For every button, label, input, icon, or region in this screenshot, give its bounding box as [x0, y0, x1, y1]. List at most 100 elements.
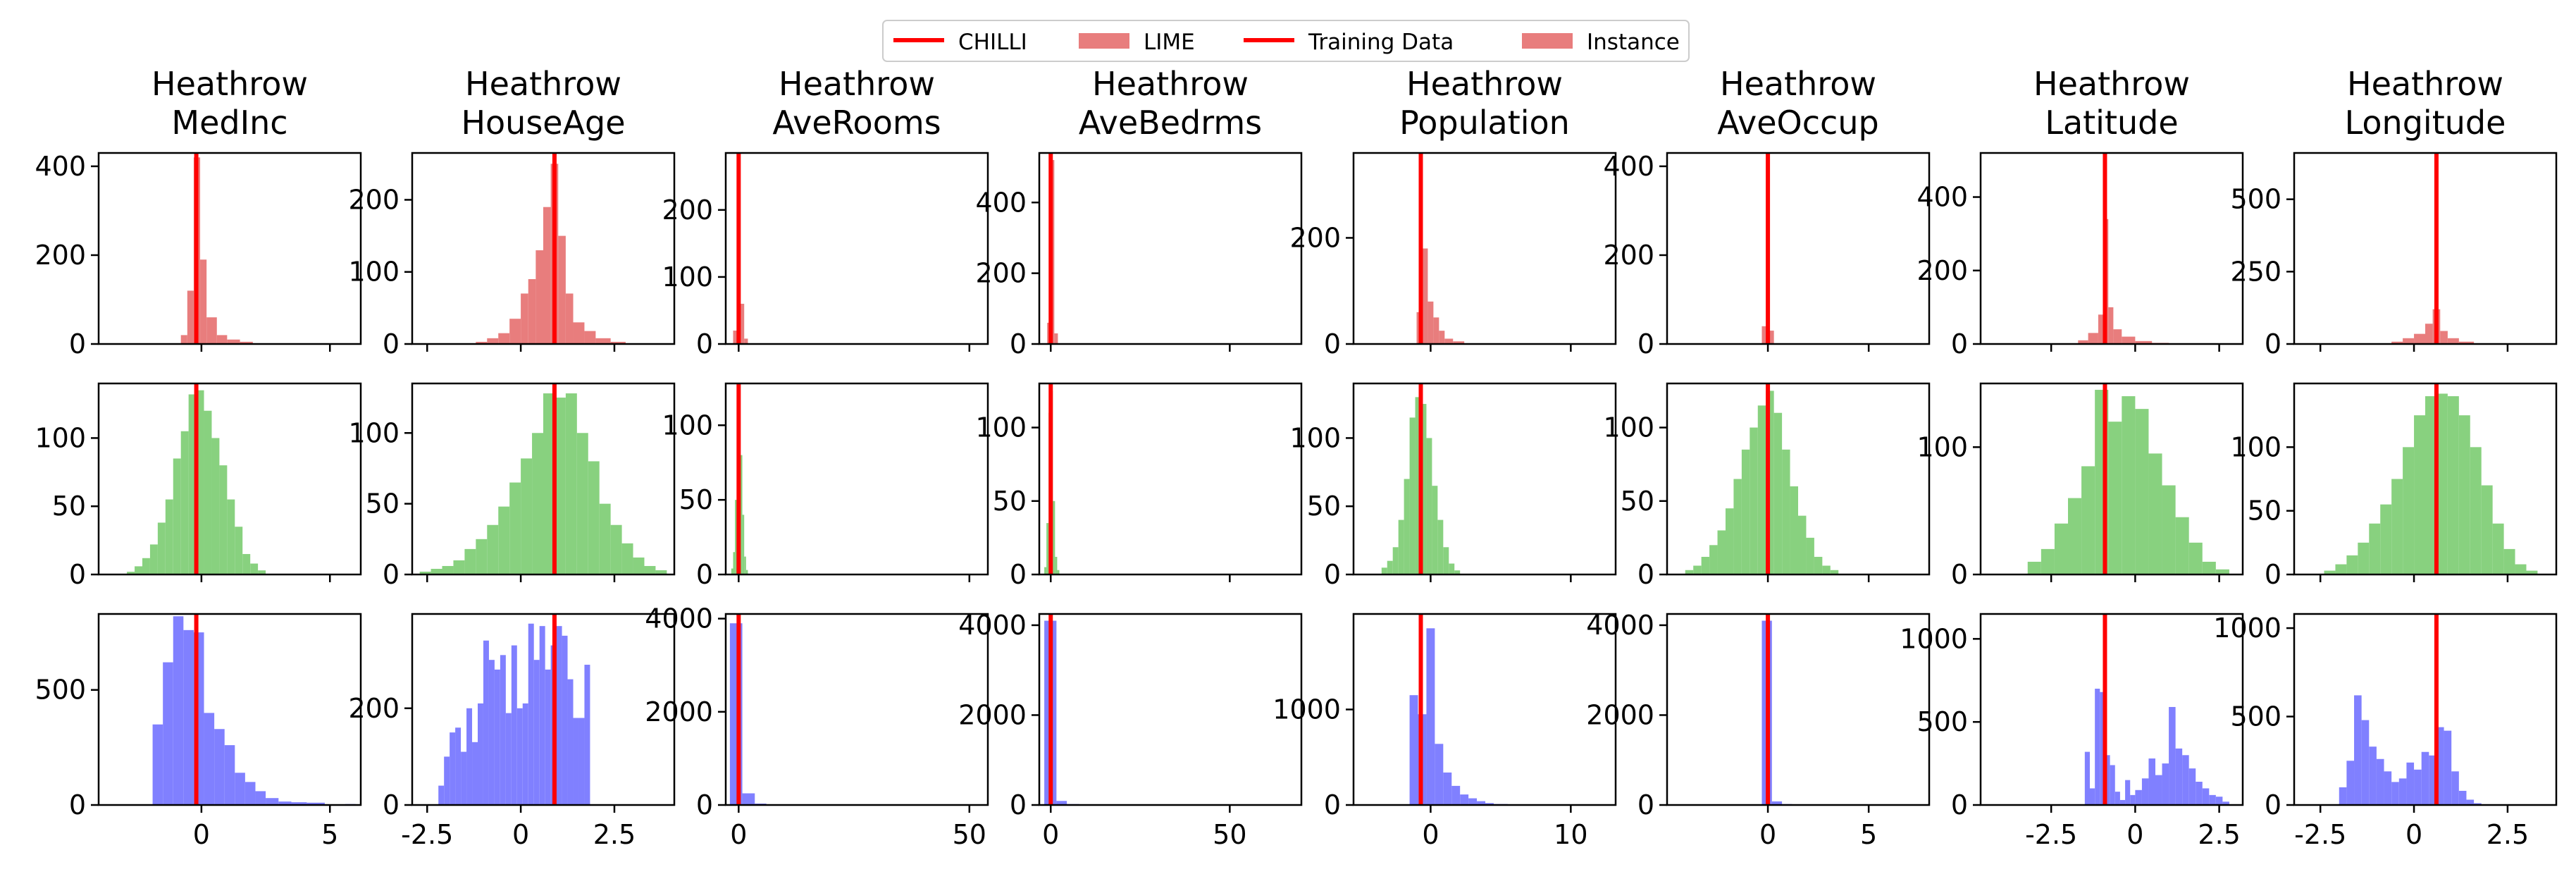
histogram-bar [2169, 706, 2176, 805]
histogram-bar [1439, 331, 1445, 344]
histogram-bar [1782, 449, 1790, 574]
axes-frame [411, 613, 676, 806]
subplot-title-line: HouseAge [461, 104, 625, 142]
histogram-bar [595, 338, 611, 344]
histogram-bar [745, 570, 748, 574]
subplot-training: 0 1000 0 10 [1272, 613, 1617, 850]
subplot-chilli: 0 200 400 [35, 151, 362, 359]
histogram-bar [2054, 523, 2068, 574]
histogram-bar [483, 640, 489, 805]
histogram-bar [1053, 500, 1055, 574]
histogram-bar [2470, 447, 2482, 574]
histogram-bar [554, 398, 566, 574]
histogram-bar [2414, 769, 2422, 805]
y-tick-label: 0 [69, 559, 86, 590]
histogram-bar [2436, 727, 2444, 805]
x-tick-label: 0 [1759, 819, 1776, 850]
histogram-bar [1420, 404, 1427, 574]
histogram-bar [1761, 326, 1766, 344]
histogram-bar [1773, 412, 1783, 574]
y-tick-label: 200 [975, 258, 1027, 289]
histogram-bar [1822, 565, 1831, 574]
x-tick-label: 2.5 [2487, 819, 2529, 850]
histogram-bar [562, 635, 568, 805]
histogram-bar [744, 338, 748, 344]
histogram-bar [419, 571, 431, 574]
subplot-title: Heathrow AveRooms [772, 65, 941, 142]
subplot-training: 0 500 1000 -2.5 0 2.5 [1900, 613, 2244, 850]
histogram-bar [511, 645, 517, 805]
x-tick-label: 2.5 [593, 819, 636, 850]
histogram-bar [1056, 801, 1067, 805]
histogram-bar [1454, 570, 1461, 574]
histogram-bar [2202, 788, 2210, 805]
histogram-bar [1381, 567, 1387, 574]
legend-label: Training Data [1308, 30, 1454, 55]
legend: CHILLI LIME Training Data Instance [882, 20, 1690, 62]
histogram-bar [576, 433, 588, 574]
histogram-bar [1415, 397, 1421, 574]
y-tick-label: 0 [1010, 789, 1027, 820]
histogram-bar [567, 679, 574, 805]
axes-frame [724, 152, 989, 345]
histogram-bar [2135, 340, 2153, 344]
histogram-bar [1426, 628, 1435, 805]
histogram-bar [219, 465, 228, 574]
subplot-lime: 0 50 100 [348, 382, 676, 590]
histogram-bar [487, 524, 499, 574]
histogram-bar [2090, 788, 2095, 805]
histogram-bar [291, 802, 307, 805]
y-tick-label: 100 [1603, 412, 1654, 443]
histogram-bar [1790, 486, 1798, 574]
histogram-bar [1733, 479, 1742, 574]
y-tick-label: 0 [1951, 789, 1968, 820]
subplot-title-line: Heathrow [1092, 65, 1249, 103]
histogram-bar [180, 335, 187, 344]
subplot-chilli: 0 100 200 [348, 152, 676, 359]
y-tick-label: 200 [35, 240, 86, 271]
histogram-bar [2391, 479, 2403, 574]
y-tick-label: 50 [1621, 486, 1654, 517]
histogram-bar [528, 623, 534, 805]
subplot-title-line: MedInc [171, 104, 287, 142]
subplot-title: Heathrow AveOccup [1717, 65, 1878, 142]
subplot-title: Heathrow Population [1399, 65, 1570, 142]
histogram-bar [545, 669, 551, 805]
histogram-bar [196, 390, 204, 574]
histogram-bar [214, 729, 225, 805]
histogram-bar [204, 713, 215, 805]
histogram-bar [135, 566, 142, 574]
histogram-bar [1701, 556, 1710, 574]
histogram-bar [2078, 340, 2088, 344]
y-tick-label: 0 [1010, 559, 1027, 590]
histogram-bar [2155, 775, 2162, 805]
histogram-bar [2215, 797, 2223, 805]
axes-frame [1352, 613, 1617, 806]
histogram-bar [2458, 415, 2470, 574]
subplot-title-line: Heathrow [1406, 65, 1563, 103]
histogram-bar [2458, 341, 2475, 344]
histogram-bar [1422, 248, 1428, 344]
histogram-bar [2440, 331, 2448, 344]
histogram-bar [1771, 801, 1783, 805]
y-tick-label: 4000 [958, 610, 1027, 641]
histogram-bar [2358, 542, 2370, 574]
y-tick-label: 0 [383, 789, 400, 820]
histogram-bar [1477, 801, 1485, 805]
histogram-bar [731, 568, 733, 574]
histogram-bar [2084, 751, 2090, 805]
y-tick-label: 2000 [1586, 699, 1654, 730]
x-tick-label: 0 [193, 819, 210, 850]
histogram-bar [488, 660, 495, 805]
histogram-bar [2380, 504, 2392, 574]
histogram-bar [1409, 417, 1416, 574]
axes-frame [724, 382, 989, 576]
histogram-bar [2081, 466, 2095, 574]
histogram-bar [2346, 555, 2358, 574]
histogram-bar [255, 791, 266, 805]
histogram-bar [2425, 324, 2433, 344]
y-tick-label: 500 [2230, 184, 2281, 215]
histogram-bar [2209, 794, 2216, 805]
y-tick-label: 4000 [645, 603, 713, 634]
